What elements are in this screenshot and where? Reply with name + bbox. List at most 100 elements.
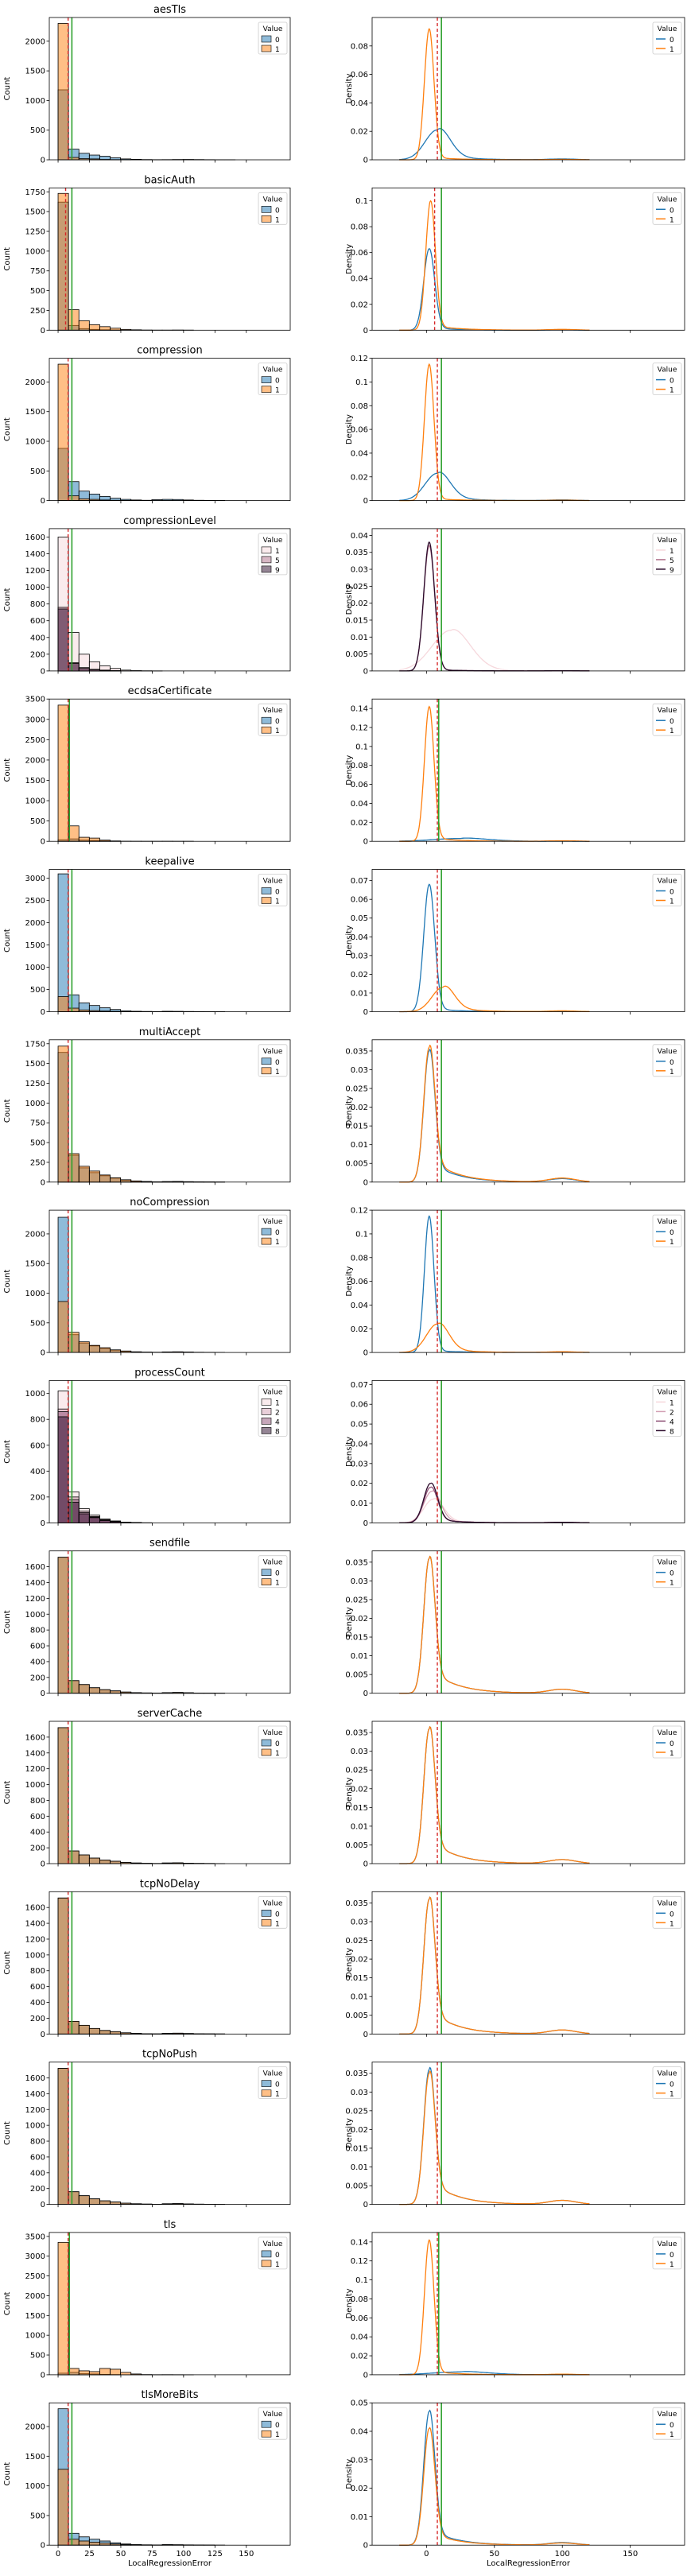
legend-swatch xyxy=(261,1427,272,1434)
hist-y-label: Count xyxy=(3,1951,12,1975)
y-tick-label: 500 xyxy=(30,817,45,826)
y-tick-label: 0.04 xyxy=(351,933,368,942)
y-tick-label: 0.015 xyxy=(345,2144,368,2153)
legend-label: 1 xyxy=(275,1750,280,1758)
hist-frame xyxy=(49,1039,291,1183)
legend-title: Value xyxy=(658,1899,677,1907)
kde-line xyxy=(399,248,590,331)
hist-bar xyxy=(78,1341,90,1353)
y-tick-label: 0.005 xyxy=(345,1671,368,1680)
y-tick-label: 200 xyxy=(30,2185,45,2194)
y-tick-label: 0.01 xyxy=(351,634,368,642)
y-tick-label: 0.05 xyxy=(351,1421,368,1430)
legend-title: Value xyxy=(263,1048,283,1056)
y-tick-label: 1000 xyxy=(25,584,45,592)
y-tick-label: 1000 xyxy=(25,97,45,106)
y-tick-label: 1200 xyxy=(25,1595,45,1604)
y-tick-label: 500 xyxy=(30,2512,45,2520)
y-tick-label: 0 xyxy=(363,157,368,165)
y-tick-label: 1400 xyxy=(25,1749,45,1758)
y-tick-label: 1000 xyxy=(25,2482,45,2491)
legend-title: Value xyxy=(263,196,283,204)
hist-bar xyxy=(78,1166,90,1183)
kde-legend xyxy=(652,1385,682,1437)
y-tick-label: 0.025 xyxy=(345,2107,368,2116)
kde-y-label: Density xyxy=(345,1948,354,1978)
hist-title: basicAuth xyxy=(144,174,195,186)
y-tick-label: 400 xyxy=(30,1468,45,1476)
hist-bar xyxy=(78,2540,90,2546)
y-tick-label: 0.01 xyxy=(351,1499,368,1508)
hist-y-label: Count xyxy=(3,2462,12,2486)
y-tick-label: 800 xyxy=(30,1416,45,1425)
hist-bar xyxy=(88,2027,100,2035)
legend-swatch xyxy=(261,556,272,564)
legend-label: 4 xyxy=(670,1418,674,1426)
y-tick-label: 0.04 xyxy=(351,1302,368,1310)
legend-title: Value xyxy=(658,1388,677,1396)
y-tick-label: 3000 xyxy=(25,875,45,883)
legend-title: Value xyxy=(658,707,677,715)
y-tick-label: 1250 xyxy=(25,1080,45,1088)
y-tick-label: 0 xyxy=(41,1178,45,1187)
y-tick-label: 1500 xyxy=(25,1060,45,1069)
y-tick-label: 0 xyxy=(363,2031,368,2039)
y-tick-label: 1500 xyxy=(25,2312,45,2321)
hist-bar xyxy=(57,704,69,842)
legend-label: 1 xyxy=(275,1069,280,1077)
legend-label: 1 xyxy=(275,2261,280,2269)
panel-keepalive: keepalive050010001500200025003000CountVa… xyxy=(3,856,685,1017)
y-tick-label: 0.005 xyxy=(345,1160,368,1169)
hist-bar xyxy=(88,2542,100,2546)
x-tick-label: 150 xyxy=(623,2550,638,2559)
hist-bar xyxy=(57,2068,69,2206)
y-tick-label: 500 xyxy=(30,2352,45,2361)
kde-y-label: Density xyxy=(345,1437,354,1467)
y-tick-label: 0 xyxy=(363,667,368,676)
kde-line xyxy=(399,2239,590,2376)
hist-frame xyxy=(49,358,291,502)
y-tick-label: 1600 xyxy=(25,533,45,542)
legend-swatch xyxy=(261,1748,272,1756)
y-tick-label: 0.03 xyxy=(351,1066,368,1075)
hist-title: tlsMoreBits xyxy=(141,2389,198,2401)
hist-bar xyxy=(88,1170,100,1183)
hist-bar xyxy=(99,2030,111,2035)
y-tick-label: 3000 xyxy=(25,716,45,724)
y-tick-label: 0.08 xyxy=(351,223,368,232)
y-tick-label: 0.02 xyxy=(351,1615,368,1624)
panel-sendfile: sendfile02004006008001000120014001600Cou… xyxy=(3,1538,685,1698)
kde-frame xyxy=(371,1721,685,1864)
y-tick-label: 0.025 xyxy=(345,583,368,592)
y-tick-label: 0 xyxy=(41,1519,45,1528)
y-tick-label: 0.02 xyxy=(351,1104,368,1112)
kde-legend xyxy=(652,2237,682,2270)
hist-bar xyxy=(57,363,69,501)
y-tick-label: 2000 xyxy=(25,37,45,46)
y-tick-label: 1500 xyxy=(25,2453,45,2462)
hist-bar xyxy=(68,1501,80,1523)
legend-title: Value xyxy=(658,878,677,886)
legend-title: Value xyxy=(658,2411,677,2419)
y-tick-label: 1400 xyxy=(25,2090,45,2099)
legend-title: Value xyxy=(263,1388,283,1396)
hist-frame xyxy=(49,1891,291,2035)
kde-frame xyxy=(371,528,685,672)
legend-swatch xyxy=(261,1399,272,1406)
y-tick-label: 0.02 xyxy=(351,473,368,482)
y-tick-label: 0.08 xyxy=(351,402,368,411)
y-tick-label: 0.04 xyxy=(351,2428,368,2437)
legend-title: Value xyxy=(658,537,677,545)
legend-label: 1 xyxy=(670,387,674,395)
y-tick-label: 0.02 xyxy=(351,1785,368,1794)
y-tick-label: 0.01 xyxy=(351,1652,368,1661)
y-tick-label: 3500 xyxy=(25,696,45,704)
y-tick-label: 800 xyxy=(30,1627,45,1635)
hist-y-label: Count xyxy=(3,588,12,611)
panel-tcpNoDelay: tcpNoDelay02004006008001000120014001600C… xyxy=(3,1878,685,2039)
hist-frame xyxy=(49,187,291,331)
hist-legend xyxy=(258,533,288,576)
hist-bar xyxy=(110,1860,122,1864)
y-tick-label: 0.005 xyxy=(345,2012,368,2020)
